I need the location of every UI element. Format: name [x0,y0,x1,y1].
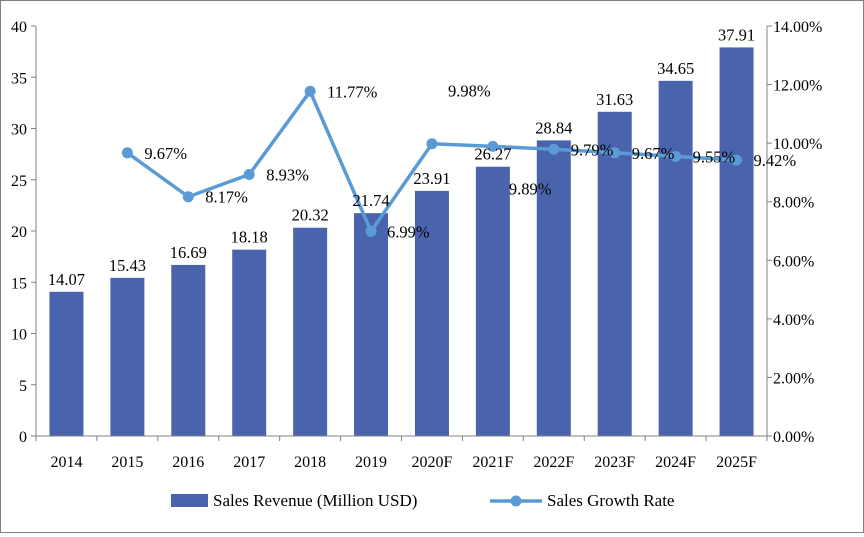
growth-point-2016 [182,191,194,203]
bar-label-2015: 15.43 [109,256,146,275]
right-tick-label: 4.00% [773,312,814,329]
bar-2023F [597,111,632,436]
right-tick-label: 8.00% [773,195,814,212]
bar-2018 [293,227,328,436]
right-tick-label: 0.00% [773,429,814,446]
growth-label-2022F: 9.79% [571,140,614,159]
growth-label-2023F: 9.67% [632,144,675,163]
bar-label-2021F: 26.27 [474,145,511,164]
left-tick-label: 30 [11,122,27,139]
growth-point-2020F [426,138,438,150]
left-tick-label: 0 [19,429,27,446]
growth-point-2022F [548,143,560,155]
x-tick-label-2023F: 2023F [594,454,635,471]
growth-label-2015: 9.67% [144,144,187,163]
left-tick-label: 40 [11,19,27,36]
right-tick-label: 12.00% [773,78,822,95]
legend-swatch-revenue [171,494,208,507]
growth-point-2025F [731,154,743,166]
bar-label-2025F: 37.91 [718,25,755,44]
growth-label-2019: 6.99% [387,222,430,241]
bar-label-2018: 20.32 [292,206,329,225]
x-tick-label-2021F: 2021F [472,454,513,471]
bar-2015 [110,277,145,436]
bar-label-2016: 16.69 [170,243,207,262]
axes-layer: 0 5 10 15 20 25 30 35 40 0.00% 2.00% 4.00% 6.00% 8.00… [11,19,822,471]
growth-point-2024F [670,150,682,162]
bar-label-2020F: 23.91 [413,169,450,188]
x-tick-label-2014: 2014 [50,454,82,471]
left-tick-label: 20 [11,224,27,241]
bar-2020F [414,190,449,436]
growth-label-2016: 8.17% [205,188,248,207]
bar-2025F [719,47,754,437]
bar-label-2019: 21.74 [352,191,389,210]
bar-label-2014: 14.07 [48,270,85,289]
bar-2014 [49,291,84,436]
left-tick-label: 35 [11,70,27,87]
growth-point-2023F [609,147,621,159]
growth-label-2017: 8.93% [266,165,309,184]
growth-point-2019 [365,225,377,237]
growth-point-2018 [304,85,316,97]
bar-2019 [354,213,389,436]
left-tick-label: 15 [11,275,27,292]
x-tick-label-2018: 2018 [294,454,326,471]
x-tick-label-2019: 2019 [355,454,387,471]
growth-label-2020F: 9.98% [448,82,491,101]
growth-label-2018: 11.77% [327,82,378,101]
x-tick-label-2016: 2016 [172,454,204,471]
labels-layer: 14.07 15.43 16.69 18.18 20.32 21.74 23.91 26.27… [48,25,797,288]
bar-label-2017: 18.18 [231,228,268,247]
left-tick-label: 10 [11,327,27,344]
growth-point-2021F [487,140,499,152]
growth-label-2024F: 9.55% [693,147,736,166]
x-tick-label-2020F: 2020F [412,454,453,471]
bar-label-2022F: 28.84 [535,118,572,137]
legend-label-growth: Sales Growth Rate [547,491,674,510]
right-tick-label: 14.00% [773,19,822,36]
x-tick-label-2015: 2015 [111,454,143,471]
right-tick-label: 6.00% [773,253,814,270]
x-tick-label-2025F: 2025F [716,454,757,471]
bar-2022F [536,140,571,436]
legend-layer: Sales Revenue (Million USD) Sales Growth … [171,491,674,510]
growth-point-2017 [243,168,255,180]
legend-label-revenue: Sales Revenue (Million USD) [213,491,417,510]
bar-2021F [475,166,510,437]
x-tick-label-2017: 2017 [233,454,265,471]
bars-layer [49,47,754,437]
right-tick-label: 2.00% [773,370,814,387]
bar-2017 [232,249,267,436]
left-tick-label: 25 [11,173,27,190]
bar-2024F [658,80,693,437]
x-tick-label-2024F: 2024F [655,454,696,471]
legend-swatch-marker [510,495,522,507]
growth-label-2025F: 9.42% [754,151,797,170]
growth-point-2015 [121,147,133,159]
bar-label-2024F: 34.65 [657,59,694,78]
bar-2016 [171,264,206,436]
growth-label-2021F: 9.89% [509,179,552,198]
x-tick-label-2022F: 2022F [533,454,574,471]
left-tick-label: 5 [19,378,27,395]
line-layer [121,85,743,237]
right-tick-label: 10.00% [773,136,822,153]
bar-label-2023F: 31.63 [596,90,633,109]
